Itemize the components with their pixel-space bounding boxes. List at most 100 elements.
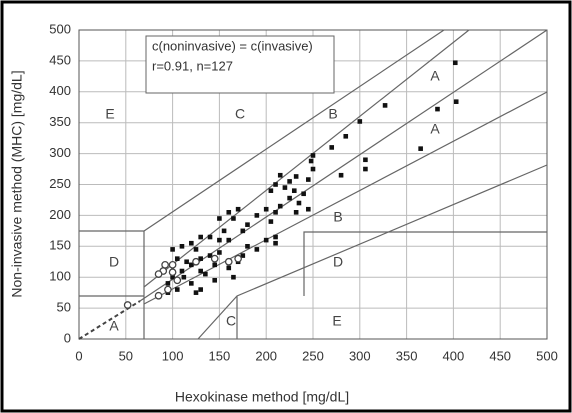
point (418, 146, 423, 151)
zone-line (143, 29, 470, 288)
point (184, 259, 189, 265)
point (179, 244, 185, 249)
y-tick-label: 500 (49, 21, 71, 36)
point (452, 60, 458, 66)
point (273, 234, 278, 240)
zone-label: A (430, 121, 440, 137)
point (231, 216, 236, 221)
y-tick-label: 450 (49, 52, 71, 67)
annotation: r=0.91, n=127 (152, 58, 233, 73)
point (240, 228, 246, 234)
point (181, 274, 187, 280)
point (170, 247, 175, 252)
x-tick-label: 500 (536, 348, 558, 363)
y-tick-label: 250 (49, 176, 71, 191)
x-tick-label: 200 (255, 348, 277, 363)
point (273, 210, 278, 215)
point (203, 271, 208, 277)
point (189, 240, 194, 246)
point (198, 256, 203, 261)
zone-label: A (430, 68, 440, 84)
point (226, 237, 232, 243)
point (310, 153, 316, 158)
x-tick-label: 250 (302, 348, 324, 363)
y-tick-label: 50 (57, 300, 71, 315)
point (363, 157, 368, 163)
point (154, 270, 163, 278)
x-tick-label: 0 (75, 348, 82, 363)
point (277, 203, 283, 209)
y-tick-label: 400 (49, 83, 71, 98)
x-tick-label: 50 (119, 348, 133, 363)
point (189, 262, 194, 268)
point (235, 206, 241, 212)
point (165, 281, 171, 286)
y-axis-label: Non-invasive method (MHC) [mg/dL] (9, 70, 25, 297)
point (193, 247, 199, 252)
zone-label: D (333, 254, 343, 270)
point (231, 274, 236, 280)
point (268, 188, 274, 193)
zone-label: B (328, 106, 337, 122)
zone-label: C (235, 106, 245, 122)
point (210, 254, 219, 263)
point (301, 191, 306, 197)
y-tick-label: 300 (49, 145, 71, 160)
zone-label: D (109, 254, 119, 270)
y-tick-label: 200 (49, 207, 71, 222)
point (179, 268, 185, 274)
point (198, 234, 203, 240)
y-tick-label: 0 (64, 330, 71, 345)
point (263, 237, 269, 243)
point (170, 274, 175, 280)
point (293, 174, 299, 179)
point (193, 290, 199, 295)
point (254, 247, 260, 252)
point (207, 253, 213, 258)
point (296, 200, 302, 206)
point (453, 99, 459, 104)
legend-box (145, 35, 335, 94)
point (308, 158, 314, 164)
point (221, 228, 227, 234)
y-tick-label: 150 (49, 238, 71, 253)
zone-label: A (109, 318, 119, 334)
point (212, 262, 218, 268)
point (245, 222, 250, 227)
x-tick-label: 350 (396, 348, 418, 363)
x-tick-label: 300 (349, 348, 371, 363)
y-tick-label: 350 (49, 114, 71, 129)
zone-label: E (105, 106, 114, 122)
point (293, 210, 299, 215)
point (207, 234, 213, 240)
zone-label: C (226, 313, 236, 329)
point (287, 195, 292, 201)
annotation: c(noninvasive) = c(invasive) (152, 38, 313, 53)
point (164, 285, 172, 294)
point (174, 287, 180, 292)
point (161, 260, 169, 269)
point (217, 216, 222, 221)
point (268, 219, 274, 224)
point (189, 281, 194, 286)
point (173, 276, 182, 285)
point (357, 119, 363, 124)
point (245, 244, 250, 249)
point (263, 206, 269, 212)
point (435, 106, 440, 112)
point (329, 145, 335, 150)
point (287, 179, 292, 184)
x-tick-label: 150 (209, 348, 231, 363)
point (212, 277, 218, 283)
x-tick-label: 400 (443, 348, 465, 363)
x-tick-label: 100 (162, 348, 184, 363)
point (226, 265, 232, 271)
point (306, 206, 311, 212)
point (234, 254, 242, 263)
point (168, 260, 177, 269)
point (192, 257, 200, 266)
zone-label: B (333, 209, 342, 225)
point (174, 256, 180, 261)
point (273, 182, 278, 187)
point (240, 253, 246, 258)
